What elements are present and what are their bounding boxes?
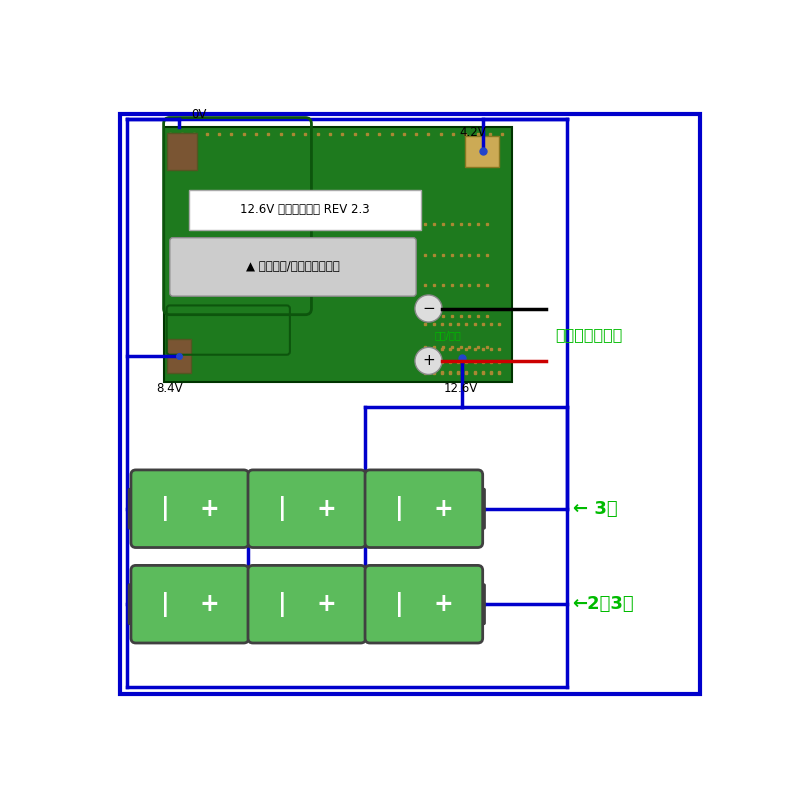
Text: +: +	[316, 592, 336, 616]
Text: ←2并3串: ←2并3串	[572, 595, 634, 613]
FancyBboxPatch shape	[466, 136, 499, 167]
FancyBboxPatch shape	[365, 566, 482, 643]
Text: |: |	[161, 592, 170, 617]
Text: 8.4V: 8.4V	[156, 382, 183, 395]
FancyBboxPatch shape	[362, 584, 374, 625]
FancyBboxPatch shape	[365, 470, 482, 547]
FancyBboxPatch shape	[474, 584, 485, 625]
FancyBboxPatch shape	[190, 190, 421, 230]
FancyBboxPatch shape	[248, 470, 366, 547]
FancyBboxPatch shape	[170, 238, 416, 296]
FancyBboxPatch shape	[246, 584, 257, 625]
Text: −: −	[422, 301, 435, 316]
Text: |: |	[278, 496, 286, 522]
Text: 12.6V 锂电池保护板 REV 2.3: 12.6V 锂电池保护板 REV 2.3	[241, 203, 370, 217]
FancyBboxPatch shape	[362, 489, 374, 529]
FancyBboxPatch shape	[163, 127, 512, 382]
Text: +: +	[316, 497, 336, 521]
Text: |: |	[394, 592, 403, 617]
FancyBboxPatch shape	[357, 489, 368, 529]
FancyBboxPatch shape	[131, 566, 249, 643]
Text: +: +	[434, 592, 453, 616]
Text: +: +	[199, 497, 219, 521]
Text: ← 3串: ← 3串	[574, 500, 618, 518]
FancyBboxPatch shape	[357, 584, 368, 625]
Text: |: |	[161, 496, 170, 522]
Text: |: |	[394, 496, 403, 522]
Text: +: +	[422, 354, 435, 368]
Text: +: +	[199, 592, 219, 616]
FancyBboxPatch shape	[166, 339, 191, 373]
FancyBboxPatch shape	[246, 489, 257, 529]
Text: +: +	[434, 497, 453, 521]
Circle shape	[415, 347, 442, 374]
Text: |: |	[278, 592, 286, 617]
FancyBboxPatch shape	[166, 133, 198, 170]
FancyBboxPatch shape	[474, 489, 485, 529]
Text: ▲ 适用电机/电钻，禁止短路: ▲ 适用电机/电钻，禁止短路	[246, 261, 340, 274]
Text: 充电/放电: 充电/放电	[434, 330, 462, 340]
Text: 0V: 0V	[191, 108, 206, 121]
FancyBboxPatch shape	[240, 489, 251, 529]
FancyBboxPatch shape	[240, 584, 251, 625]
Circle shape	[415, 295, 442, 322]
FancyBboxPatch shape	[129, 584, 139, 625]
FancyBboxPatch shape	[129, 489, 139, 529]
Text: 12.6V: 12.6V	[444, 382, 478, 395]
Text: 4.2V: 4.2V	[459, 126, 486, 139]
FancyBboxPatch shape	[131, 470, 249, 547]
Text: 接充电器、负载: 接充电器、负载	[554, 327, 622, 342]
FancyBboxPatch shape	[248, 566, 366, 643]
